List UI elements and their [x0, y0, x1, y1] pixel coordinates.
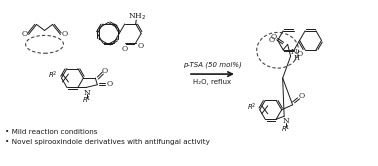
Text: N: N — [290, 48, 297, 56]
Text: N: N — [283, 117, 290, 125]
Text: R$^2$: R$^2$ — [48, 69, 57, 81]
Text: R$^1$: R$^1$ — [281, 124, 291, 135]
Text: O: O — [269, 36, 275, 44]
Text: H: H — [294, 54, 300, 62]
Text: p-TSA (50 mol%): p-TSA (50 mol%) — [183, 62, 242, 68]
Text: O: O — [271, 33, 277, 41]
Text: N: N — [84, 89, 90, 97]
Text: O: O — [122, 45, 128, 53]
Text: O: O — [297, 50, 303, 58]
Text: R$^1$: R$^1$ — [82, 95, 91, 106]
Text: • Mild reaction conditions: • Mild reaction conditions — [5, 129, 97, 135]
Text: O: O — [299, 92, 305, 100]
Text: • Novel spirooxindole derivatives with antifungal activity: • Novel spirooxindole derivatives with a… — [5, 139, 209, 145]
Text: R$^2$: R$^2$ — [247, 102, 257, 113]
Text: O: O — [138, 42, 144, 50]
Text: NH$_2$: NH$_2$ — [127, 12, 146, 22]
Text: O: O — [101, 67, 107, 75]
Text: O: O — [22, 30, 28, 38]
Text: O: O — [61, 30, 68, 38]
Text: O: O — [106, 80, 112, 88]
Text: H₂O, reflux: H₂O, reflux — [194, 79, 231, 85]
